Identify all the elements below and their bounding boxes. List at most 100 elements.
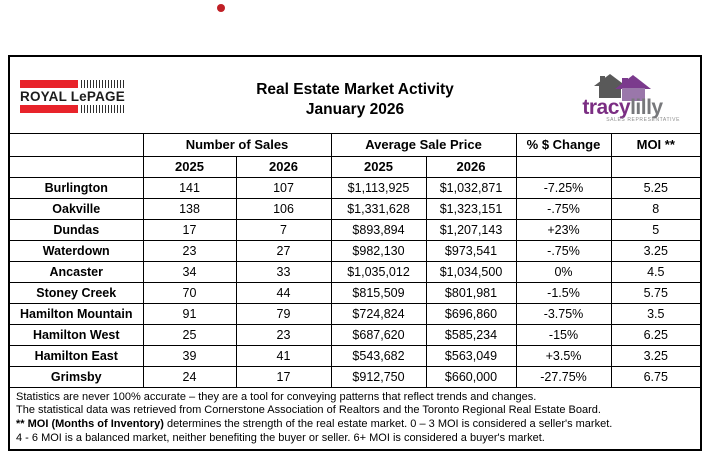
moi-cell: 3.25 [610,239,702,262]
table-row-oakville: Oakville 138 106 $1,331,628 $1,323,151 -… [8,197,702,220]
sales-2025-cell: 17 [142,218,237,241]
sales-2025-cell: 34 [142,260,237,283]
region-cell: Dundas [8,218,144,241]
year-header-row: 2025 2026 2025 2026 [8,155,702,178]
price-2025-cell: $912,750 [330,365,427,388]
price-2026-cell: $1,032,871 [425,176,517,199]
header-moi: MOI ** [610,132,702,157]
barcode-stripes [81,80,125,89]
region-cell: Ancaster [8,260,144,283]
price-2026-cell: $696,860 [425,302,517,325]
year-header-empty [610,155,702,178]
region-cell: Hamilton Mountain [8,302,144,325]
footnote-moi-bold: ** MOI (Months of Inventory) [16,418,164,431]
sales-representative-tagline: SALES REPRESENTATIVE [606,116,681,123]
table-row-hamilton-west: Hamilton West 25 23 $687,620 $585,234 -1… [8,323,702,346]
moi-cell: 6.25 [610,323,702,346]
sales-2025-cell: 138 [142,197,237,220]
price-2025-cell: $982,130 [330,239,427,262]
region-cell: Waterdown [8,239,144,262]
houses-icon [593,73,651,101]
price-2025-cell: $687,620 [330,323,427,346]
region-cell: Hamilton East [8,344,144,367]
price-2026-cell: $1,034,500 [425,260,517,283]
sales-2026-cell: 7 [235,218,332,241]
royal-lepage-wordmark: ROYAL LePAGE [20,88,125,104]
price-2026-cell: $585,234 [425,323,517,346]
moi-cell: 5 [610,218,702,241]
region-cell: Oakville [8,197,144,220]
change-cell: -7.25% [515,176,612,199]
sales-2026-cell: 106 [235,197,332,220]
region-cell: Stoney Creek [8,281,144,304]
price-2026-cell: $563,049 [425,344,517,367]
table-row-hamilton-mountain: Hamilton Mountain 91 79 $724,824 $696,86… [8,302,702,325]
change-cell: -3.75% [515,302,612,325]
year-header-empty [515,155,612,178]
tracy-lilly-wordmark: tracylilly [555,95,690,119]
page-title: Real Estate Market Activity January 2026 [155,70,555,120]
moi-cell: 3.5 [610,302,702,325]
price-2026-cell: $1,323,151 [425,197,517,220]
banner: ROYAL LePAGE Real Estate Market Activity… [10,57,700,133]
change-cell: -27.75% [515,365,612,388]
footnotes-row: Statistics are never 100% accurate – the… [8,386,702,451]
table-row-dundas: Dundas 17 7 $893,894 $1,207,143 +23% 5 [8,218,702,241]
footnote-moi-definition: ** MOI (Months of Inventory) determines … [16,418,694,432]
change-cell: -.75% [515,239,612,262]
group-header-row: Number of Sales Average Sale Price % $ C… [8,132,702,157]
red-bar [20,105,78,114]
moi-cell: 8 [610,197,702,220]
tracy-lilly-logo: tracylilly SALES REPRESENTATIVE [555,67,690,123]
sales-2025-cell: 23 [142,239,237,262]
price-2025-cell: $543,682 [330,344,427,367]
red-dot-mark [217,4,225,12]
moi-cell: 5.75 [610,281,702,304]
sales-2026-cell: 41 [235,344,332,367]
price-2026-cell: $801,981 [425,281,517,304]
change-cell: +23% [515,218,612,241]
region-cell: Burlington [8,176,144,199]
year-sales-2026: 2026 [235,155,332,178]
market-activity-table: ROYAL LePAGE Real Estate Market Activity… [8,55,703,451]
moi-cell: 3.25 [610,344,702,367]
sales-2026-cell: 44 [235,281,332,304]
lilly-text: lilly [630,95,663,119]
price-2025-cell: $815,509 [330,281,427,304]
footnote-accuracy: Statistics are never 100% accurate – the… [16,390,537,403]
sales-2026-cell: 33 [235,260,332,283]
price-2025-cell: $893,894 [330,218,427,241]
moi-cell: 4.5 [610,260,702,283]
sales-2025-cell: 141 [142,176,237,199]
table-row-ancaster: Ancaster 34 33 $1,035,012 $1,034,500 0% … [8,260,702,283]
footnote-source: The statistical data was retrieved from … [16,404,601,417]
price-2025-cell: $724,824 [330,302,427,325]
royal-lepage-bar-bottom [20,105,155,114]
red-bar [20,80,78,89]
sales-2026-cell: 27 [235,239,332,262]
footnote-balanced-market: 4 - 6 MOI is a balanced market, neither … [16,431,545,444]
price-2025-cell: $1,035,012 [330,260,427,283]
change-cell: -15% [515,323,612,346]
sales-2026-cell: 23 [235,323,332,346]
year-header-empty [8,155,144,178]
region-header-empty [8,132,144,157]
moi-cell: 5.25 [610,176,702,199]
table-row-waterdown: Waterdown 23 27 $982,130 $973,541 -.75% … [8,239,702,262]
header-average-sale-price: Average Sale Price [330,132,517,157]
year-price-2025: 2025 [330,155,427,178]
table-row-stoney-creek: Stoney Creek 70 44 $815,509 $801,981 -1.… [8,281,702,304]
banner-row: ROYAL LePAGE Real Estate Market Activity… [8,55,702,134]
region-cell: Hamilton West [8,323,144,346]
moi-cell: 6.75 [610,365,702,388]
price-2025-cell: $1,113,925 [330,176,427,199]
table-row-burlington: Burlington 141 107 $1,113,925 $1,032,871… [8,176,702,199]
price-2026-cell: $973,541 [425,239,517,262]
barcode-stripes [81,105,125,114]
royal-lepage-logo: ROYAL LePAGE [20,76,155,114]
sales-2026-cell: 79 [235,302,332,325]
title-line-2: January 2026 [305,100,405,118]
change-cell: -.75% [515,197,612,220]
price-2026-cell: $660,000 [425,365,517,388]
